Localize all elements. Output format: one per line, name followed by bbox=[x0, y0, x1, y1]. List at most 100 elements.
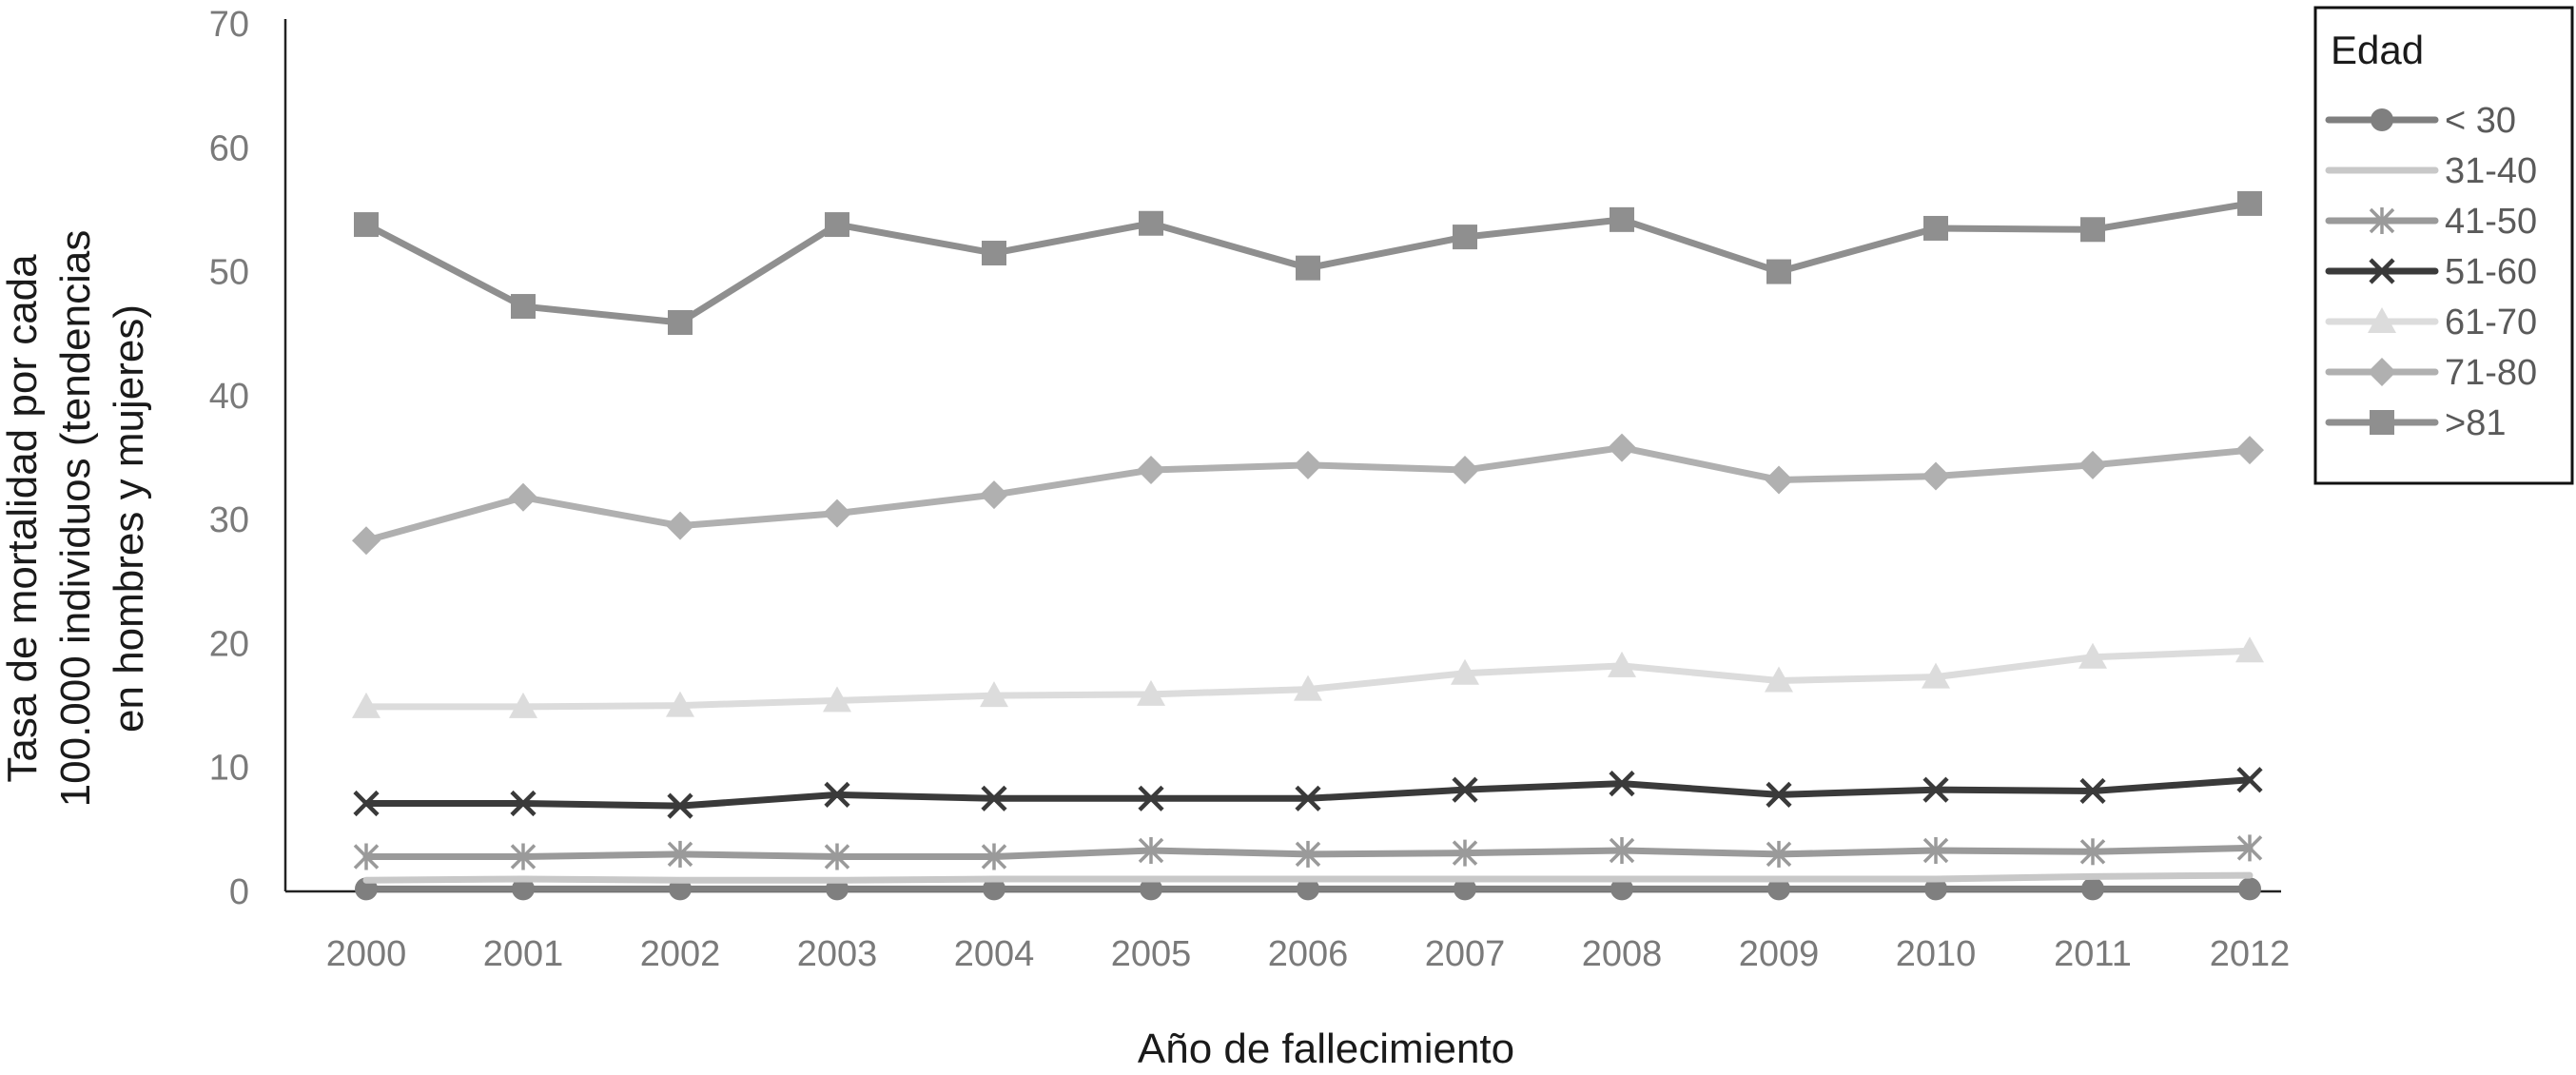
data-point bbox=[1295, 840, 1321, 868]
x-tick-label: 2012 bbox=[2210, 934, 2291, 974]
data-point bbox=[2078, 450, 2107, 479]
data-point bbox=[1923, 215, 1948, 241]
data-point bbox=[1139, 210, 1163, 236]
legend-swatch-marker bbox=[2368, 307, 2396, 333]
legend-label: 71-80 bbox=[2445, 353, 2537, 393]
legend-item: 41-50 bbox=[2325, 202, 2537, 242]
data-point bbox=[1137, 456, 1165, 485]
series-6 bbox=[352, 433, 2264, 556]
data-point bbox=[2078, 642, 2107, 669]
data-point bbox=[1138, 785, 1164, 811]
x-tick-label: 2000 bbox=[326, 934, 407, 974]
data-point bbox=[1452, 776, 1478, 803]
data-point bbox=[823, 686, 851, 713]
series-line bbox=[362, 871, 2254, 884]
y-axis-title: Tasa de mortalidad por cada 100.000 indi… bbox=[0, 230, 152, 808]
y-tick-labels: 0 10 20 30 40 50 60 70 bbox=[209, 5, 249, 912]
data-point bbox=[1297, 877, 1319, 901]
data-point bbox=[509, 692, 537, 718]
x-tick-label: 2003 bbox=[797, 934, 878, 974]
data-point bbox=[824, 843, 850, 870]
legend-label: 61-70 bbox=[2445, 303, 2537, 342]
data-point bbox=[1610, 206, 1634, 232]
y-tick-label: 0 bbox=[229, 872, 249, 912]
legend-item: 61-70 bbox=[2325, 303, 2537, 342]
data-point bbox=[1137, 679, 1165, 706]
data-point bbox=[509, 482, 537, 512]
legend-item: 51-60 bbox=[2325, 252, 2537, 292]
data-point bbox=[666, 691, 694, 717]
legend-swatch-marker bbox=[2368, 358, 2396, 386]
data-point bbox=[2238, 877, 2261, 901]
data-point bbox=[1609, 771, 1635, 797]
legend-swatch-marker bbox=[2371, 108, 2393, 131]
legend-swatch-marker bbox=[2369, 258, 2395, 284]
data-point bbox=[2079, 838, 2106, 866]
data-point bbox=[1453, 225, 1477, 250]
data-point bbox=[1451, 456, 1479, 485]
data-point bbox=[2237, 190, 2262, 216]
legend-box bbox=[2313, 6, 2574, 485]
series-7 bbox=[354, 190, 2262, 335]
data-point bbox=[982, 241, 1006, 266]
x-tick-label: 2002 bbox=[640, 934, 721, 974]
data-point bbox=[510, 843, 537, 870]
data-point bbox=[353, 790, 380, 817]
data-point bbox=[1767, 877, 1790, 901]
y-tick-label: 60 bbox=[209, 128, 249, 168]
legend-label: < 30 bbox=[2445, 101, 2516, 141]
data-point bbox=[2081, 877, 2104, 901]
data-point bbox=[1922, 662, 1950, 689]
x-tick-label: 2008 bbox=[1582, 934, 1663, 974]
y-axis-title-line-3: en hombres y mujeres) bbox=[106, 304, 152, 733]
data-point bbox=[511, 294, 536, 320]
legend-label: >81 bbox=[2445, 403, 2506, 443]
data-point bbox=[981, 785, 1007, 811]
data-point bbox=[1608, 433, 1636, 462]
legend-item: 31-40 bbox=[2325, 151, 2537, 191]
series-1 bbox=[355, 877, 2261, 901]
legend-title: Edad bbox=[2331, 28, 2424, 72]
data-point bbox=[352, 526, 381, 556]
data-point bbox=[1765, 666, 1793, 693]
data-point bbox=[1452, 839, 1478, 867]
series-group bbox=[352, 190, 2264, 901]
data-point bbox=[1922, 837, 1949, 865]
data-point bbox=[980, 480, 1008, 510]
legend-item: >81 bbox=[2325, 403, 2506, 443]
y-tick-label: 30 bbox=[209, 500, 249, 540]
data-point bbox=[666, 511, 694, 540]
data-point bbox=[667, 840, 693, 868]
legend: Edad < 30 31-40 41-50 51-60 61-70 71-80 >81 bbox=[2313, 6, 2574, 485]
x-axis-title: Año de fallecimiento bbox=[1138, 1026, 1514, 1072]
x-tick-label: 2005 bbox=[1111, 934, 1192, 974]
data-point bbox=[1922, 776, 1949, 803]
series-2 bbox=[362, 871, 2254, 884]
legend-label: 31-40 bbox=[2445, 151, 2537, 191]
data-point bbox=[354, 212, 379, 238]
data-point bbox=[353, 843, 380, 870]
data-point bbox=[825, 212, 849, 238]
data-point bbox=[2080, 217, 2105, 243]
legend-swatch-marker bbox=[2370, 410, 2394, 435]
data-point bbox=[1608, 651, 1636, 677]
x-tick-label: 2004 bbox=[954, 934, 1035, 974]
data-point bbox=[981, 843, 1007, 870]
data-point bbox=[1922, 461, 1950, 491]
x-tick-labels: 2000 2001 2002 2003 2004 2005 2006 2007 2008 2009… bbox=[326, 934, 2291, 974]
data-point bbox=[1296, 255, 1320, 281]
data-point bbox=[512, 877, 535, 901]
data-point bbox=[1610, 877, 1633, 901]
data-point bbox=[2235, 436, 2264, 465]
data-point bbox=[1140, 877, 1162, 901]
data-point bbox=[2236, 767, 2263, 793]
data-point bbox=[823, 498, 851, 528]
data-point bbox=[1294, 674, 1322, 701]
legend-swatch-marker bbox=[2369, 207, 2395, 234]
y-tick-label: 10 bbox=[209, 749, 249, 789]
y-tick-label: 40 bbox=[209, 377, 249, 417]
series-5 bbox=[352, 636, 2264, 718]
y-axis-title-line-2: 100.000 individuos (tendencias bbox=[52, 230, 99, 808]
data-point bbox=[1766, 840, 1792, 868]
